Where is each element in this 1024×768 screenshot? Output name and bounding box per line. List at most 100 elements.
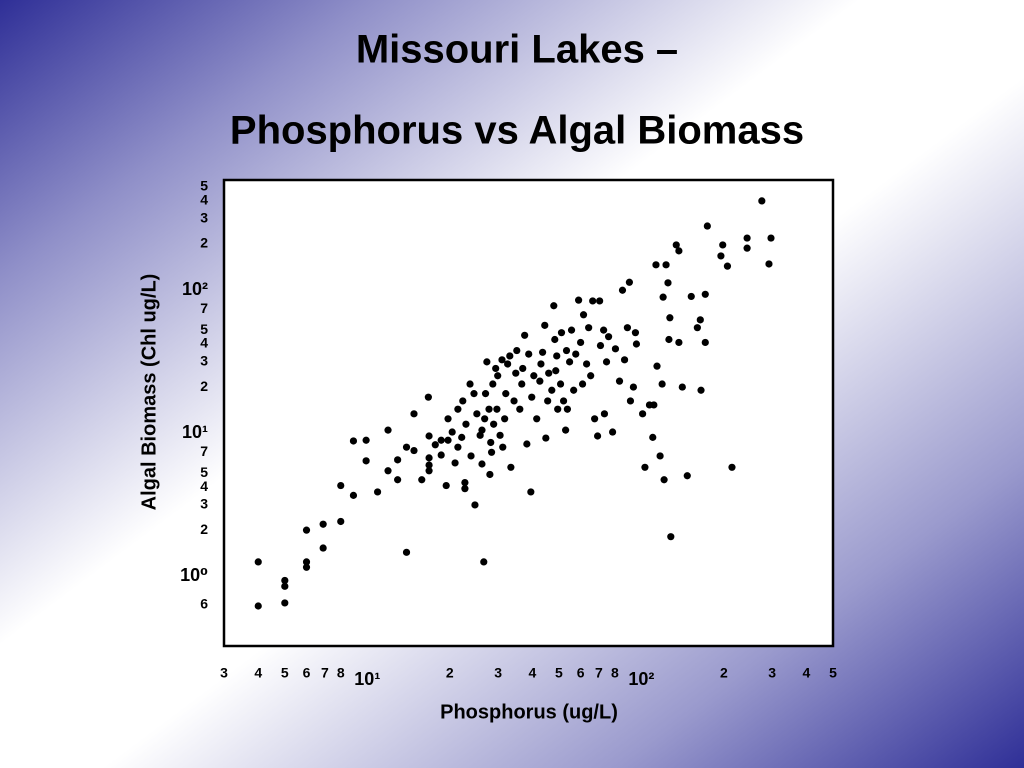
data-point xyxy=(493,405,501,413)
y-tick-label: 3 xyxy=(200,496,208,512)
data-point xyxy=(758,197,766,205)
data-point xyxy=(362,457,370,465)
data-point xyxy=(653,362,661,370)
data-point xyxy=(487,438,495,447)
data-point xyxy=(528,393,536,401)
data-point xyxy=(486,470,494,479)
data-point xyxy=(302,563,311,571)
data-point xyxy=(618,286,627,294)
data-point xyxy=(550,302,558,310)
data-point xyxy=(512,369,520,377)
data-point xyxy=(559,397,568,405)
data-point xyxy=(638,410,647,418)
x-tick-label: 8 xyxy=(337,665,345,681)
data-point xyxy=(507,463,515,471)
data-point xyxy=(600,326,608,334)
data-point xyxy=(516,405,524,413)
data-point xyxy=(641,463,649,471)
data-point xyxy=(319,544,327,552)
data-point xyxy=(652,261,660,269)
data-point xyxy=(552,367,560,375)
x-tick-label: 5 xyxy=(829,665,837,681)
data-point xyxy=(502,390,510,398)
data-point xyxy=(578,380,587,388)
data-point xyxy=(489,380,497,388)
data-point xyxy=(563,405,572,413)
data-point xyxy=(743,234,751,242)
data-point xyxy=(425,454,433,462)
data-point xyxy=(631,329,640,337)
x-tick-label: 7 xyxy=(595,665,603,681)
data-point xyxy=(553,352,561,360)
x-tick-label: 5 xyxy=(555,665,563,681)
data-point xyxy=(425,467,433,475)
data-point xyxy=(611,345,620,353)
y-tick-label: 2 xyxy=(200,378,208,394)
data-point xyxy=(504,360,512,368)
data-point xyxy=(444,436,452,444)
y-tick-label: 4 xyxy=(200,192,208,208)
data-point xyxy=(544,397,552,405)
data-point xyxy=(623,324,632,332)
x-tick-label: 2 xyxy=(446,665,454,681)
y-tick-label: 7 xyxy=(200,443,208,459)
data-point xyxy=(394,456,402,464)
data-point xyxy=(632,340,641,348)
data-point xyxy=(485,405,493,413)
data-point xyxy=(480,558,488,566)
data-point xyxy=(596,341,605,350)
x-tick-label: 4 xyxy=(803,665,811,681)
data-point xyxy=(384,426,392,434)
data-point xyxy=(527,488,535,496)
data-point xyxy=(418,476,426,484)
data-point xyxy=(473,410,481,418)
data-point xyxy=(501,415,509,423)
data-point xyxy=(570,386,578,394)
x-tick-label: 4 xyxy=(528,665,536,681)
data-point xyxy=(596,297,604,305)
data-point xyxy=(281,576,289,585)
data-point xyxy=(394,476,402,484)
data-point xyxy=(481,390,490,398)
data-point xyxy=(437,436,445,444)
data-point xyxy=(554,405,562,413)
y-tick-label: 4 xyxy=(200,478,208,494)
y-tick-label: 3 xyxy=(200,353,208,369)
data-point xyxy=(451,459,459,467)
data-point xyxy=(701,290,709,298)
data-point xyxy=(362,436,370,444)
data-point xyxy=(703,222,711,230)
data-point xyxy=(496,431,504,439)
data-point xyxy=(254,558,262,566)
data-point xyxy=(319,520,327,528)
data-point xyxy=(600,410,609,418)
data-point xyxy=(545,369,553,377)
y-tick-label: 3 xyxy=(200,209,208,225)
data-point xyxy=(530,372,538,380)
data-point xyxy=(583,360,591,368)
x-tick-label: 2 xyxy=(720,665,728,681)
data-point xyxy=(410,410,418,418)
data-point xyxy=(672,241,680,249)
data-point xyxy=(490,420,498,428)
data-point xyxy=(675,247,683,255)
data-point xyxy=(562,426,570,434)
data-point xyxy=(254,602,262,610)
x-tick-label: 10¹ xyxy=(354,669,380,689)
data-point xyxy=(556,380,565,388)
data-point xyxy=(425,461,433,469)
data-point xyxy=(687,292,695,301)
data-point xyxy=(548,386,556,394)
data-point xyxy=(649,433,657,441)
x-tick-label: 10² xyxy=(628,669,654,689)
data-point xyxy=(538,348,547,356)
data-point xyxy=(431,441,439,449)
data-point xyxy=(454,405,462,413)
x-tick-label: 3 xyxy=(768,665,776,681)
data-point xyxy=(337,517,345,526)
data-point xyxy=(492,364,500,373)
data-point xyxy=(506,352,514,360)
data-point xyxy=(567,326,576,334)
y-tick-label: 2 xyxy=(200,235,208,251)
data-point xyxy=(650,401,658,409)
